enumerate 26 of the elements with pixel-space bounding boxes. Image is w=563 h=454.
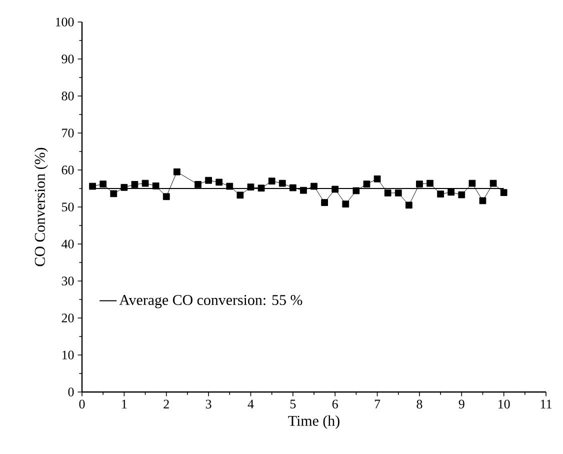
x-tick-label: 4	[248, 400, 254, 408]
y-tick-label: 20	[62, 314, 74, 322]
y-tick-label: 90	[62, 54, 74, 64]
x-tick-label: 5	[290, 400, 296, 408]
y-tick-label: 0	[68, 388, 74, 396]
x-tick-label: 1	[122, 400, 127, 408]
legend-label: Average CO conversion: 55 %	[119, 294, 302, 308]
x-tick-label: 2	[164, 400, 169, 408]
y-tick-label: 80	[62, 92, 74, 100]
x-tick-label: 0	[79, 400, 85, 409]
y-tick-label: 10	[62, 350, 74, 360]
y-tick-label: 60	[62, 166, 74, 174]
x-tick-label: 9	[458, 400, 464, 408]
x-tick-label: 8	[416, 400, 422, 409]
y-tick-label: 40	[62, 240, 74, 248]
x-tick-label: 7	[374, 400, 380, 408]
y-tick-label: 50	[62, 202, 74, 212]
x-axis-title: Time (h)	[288, 415, 340, 429]
y-tick-label: 100	[56, 18, 74, 26]
x-tick-label: 6	[332, 400, 338, 408]
x-tick-label: 3	[206, 400, 212, 408]
x-tick-label: 10	[498, 400, 510, 409]
y-tick-label: 70	[62, 128, 74, 138]
y-tick-label: 30	[62, 276, 74, 286]
y-axis-title: CO Conversion (%)	[34, 148, 48, 266]
x-tick-label: 11	[540, 400, 552, 408]
